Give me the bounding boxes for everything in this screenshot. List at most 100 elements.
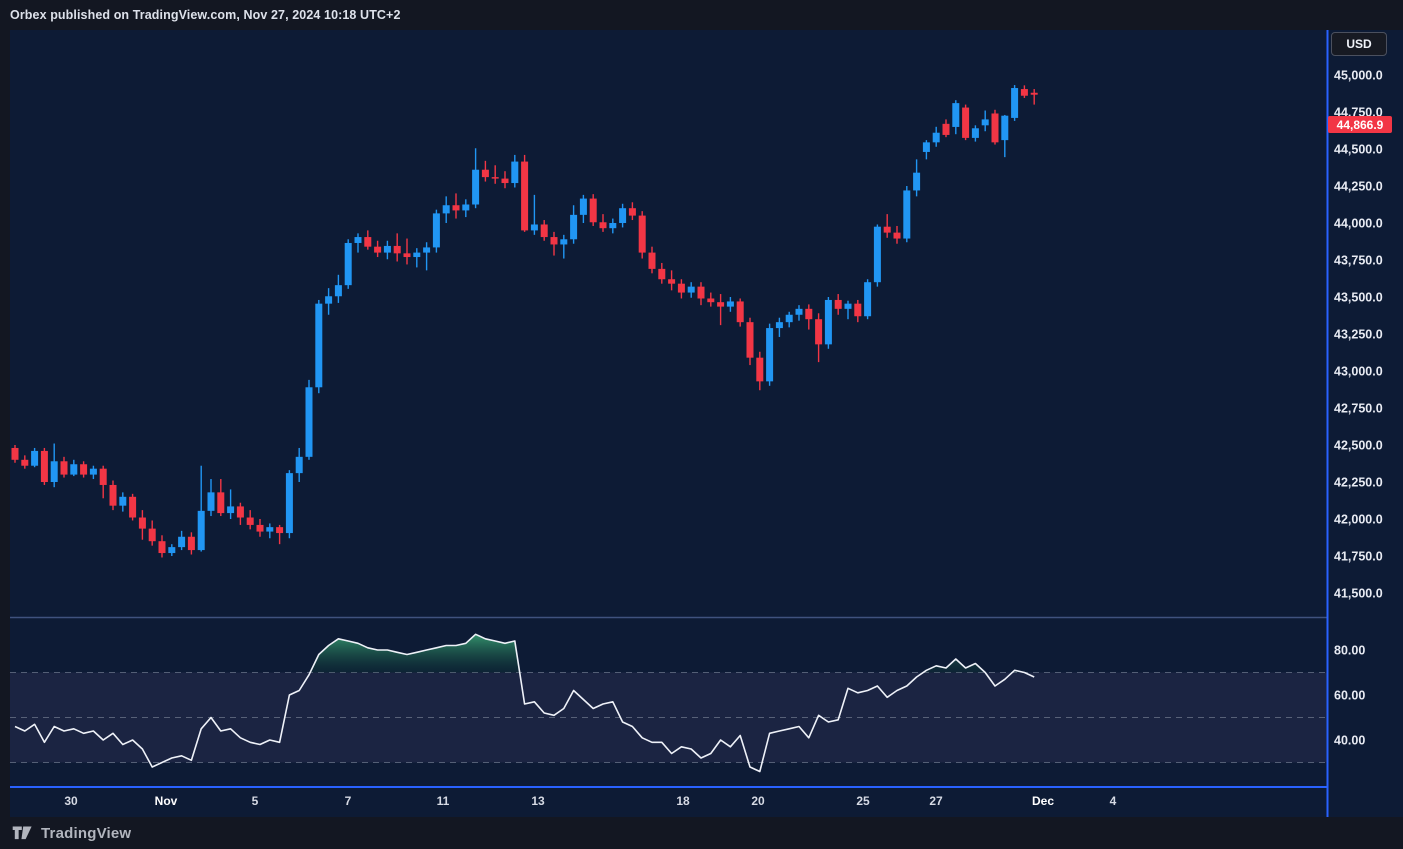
- candle: [207, 492, 215, 511]
- candle: [736, 301, 744, 323]
- candle: [334, 285, 342, 297]
- price-tick-label: 43,250.0: [1334, 328, 1383, 342]
- candle: [129, 496, 137, 518]
- candle: [374, 246, 382, 253]
- last-price-badge: 44,866.9: [1328, 116, 1392, 134]
- rsi-tick-label: 40.00: [1334, 734, 1365, 748]
- pane-frame: [10, 30, 1329, 817]
- time-tick-label: 7: [345, 794, 352, 808]
- candle: [560, 239, 568, 245]
- candle: [158, 541, 166, 554]
- candle: [648, 252, 656, 269]
- candle: [570, 214, 578, 240]
- candle: [638, 215, 646, 253]
- candle: [315, 303, 323, 388]
- candle: [717, 302, 725, 307]
- candle: [962, 107, 970, 138]
- candle: [383, 245, 391, 253]
- time-axis[interactable]: 30 Nov 5 7 11 13 18 20 25 27 Dec 4: [64, 794, 1116, 808]
- candle: [99, 468, 107, 485]
- tradingview-brand[interactable]: TradingView: [41, 824, 132, 842]
- candle: [109, 484, 117, 506]
- candle: [864, 282, 872, 317]
- price-tick-label: 43,500.0: [1334, 291, 1383, 305]
- currency-toggle-button[interactable]: USD: [1331, 32, 1387, 56]
- attribution-text: Orbex published on TradingView.com, Nov …: [10, 8, 401, 22]
- candle: [70, 464, 78, 475]
- candle: [31, 450, 39, 466]
- candle: [50, 461, 58, 482]
- price-tick-label: 41,750.0: [1334, 550, 1383, 564]
- candle: [119, 496, 127, 506]
- rsi-line: [14, 633, 1035, 773]
- price-tick-label: 45,000.0: [1334, 69, 1383, 83]
- candle: [236, 506, 244, 518]
- time-tick-label: 25: [856, 794, 870, 808]
- time-tick-label: 13: [531, 794, 545, 808]
- rsi-tick-label: 60.00: [1334, 689, 1365, 703]
- candle: [178, 536, 186, 548]
- price-tick-label: 44,000.0: [1334, 217, 1383, 231]
- candle: [11, 447, 19, 460]
- candle: [491, 177, 499, 179]
- tradingview-logo[interactable]: [12, 825, 33, 842]
- candle: [668, 279, 676, 284]
- price-axis[interactable]: 45,000.0 44,750.0 44,500.0 44,250.0 44,000.0…: [1334, 69, 1383, 601]
- time-tick-label: 4: [1110, 794, 1117, 808]
- candle: [21, 459, 29, 466]
- candle: [815, 319, 823, 345]
- price-tick-label: 42,250.0: [1334, 476, 1383, 490]
- candle: [256, 524, 264, 532]
- price-tick-label: 42,500.0: [1334, 439, 1383, 453]
- candle: [628, 208, 636, 216]
- candle: [403, 253, 411, 258]
- candle: [903, 190, 911, 239]
- candle: [1011, 88, 1019, 118]
- attribution-bar: Orbex published on TradingView.com, Nov …: [0, 0, 1403, 30]
- candle: [1001, 115, 1009, 141]
- candle: [658, 268, 666, 280]
- candle: [295, 456, 303, 474]
- price-tick-label: 42,000.0: [1334, 513, 1383, 527]
- candle: [677, 283, 685, 293]
- candle: [844, 303, 852, 309]
- candle: [971, 128, 979, 138]
- candle: [697, 286, 705, 299]
- candle: [60, 461, 68, 475]
- time-tick-label: 30: [64, 794, 78, 808]
- candle: [707, 298, 715, 303]
- candle: [40, 450, 48, 482]
- candle: [922, 142, 930, 152]
- candle: [824, 299, 832, 345]
- candle: [726, 301, 734, 307]
- price-tick-label: 43,000.0: [1334, 365, 1383, 379]
- time-tick-label: 18: [676, 794, 690, 808]
- candle: [775, 322, 783, 329]
- candle: [325, 296, 333, 304]
- candle: [521, 161, 529, 231]
- candle: [873, 226, 881, 283]
- candle: [432, 213, 440, 248]
- candle: [472, 169, 480, 205]
- rsi-tick-label: 80.00: [1334, 644, 1365, 658]
- candlestick-chart[interactable]: 45,000.0 44,750.0 44,500.0 44,250.0 44,000.0…: [0, 30, 1403, 817]
- candle: [805, 308, 813, 320]
- candle: [942, 123, 950, 135]
- candles-series: [11, 85, 1038, 558]
- candle: [354, 237, 362, 243]
- candle: [266, 527, 274, 532]
- rsi-axis[interactable]: 80.00 60.00 40.00: [1334, 644, 1365, 748]
- candle: [197, 510, 205, 551]
- candle: [1020, 89, 1028, 96]
- candle: [138, 517, 146, 529]
- candle: [481, 169, 489, 178]
- candle: [932, 132, 940, 143]
- candle: [217, 492, 225, 514]
- candle: [344, 242, 352, 286]
- candle: [893, 232, 901, 239]
- candle: [795, 308, 803, 315]
- candle: [462, 204, 470, 211]
- candle: [854, 303, 862, 317]
- candle: [276, 527, 284, 534]
- candle: [746, 322, 754, 358]
